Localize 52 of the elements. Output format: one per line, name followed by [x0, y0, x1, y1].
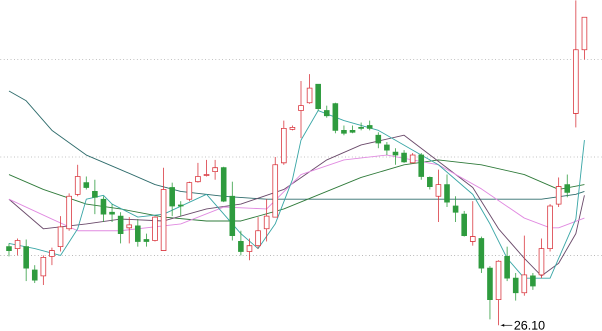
candlestick: [504, 246, 510, 282]
candlestick: [212, 160, 218, 180]
candlestick: [195, 162, 201, 184]
candlestick: [392, 148, 398, 166]
candlestick: [238, 230, 244, 256]
candlestick: [49, 247, 55, 266]
candlestick: [470, 200, 476, 246]
candlestick: [135, 218, 141, 248]
candlestick: [6, 243, 12, 257]
candlestick: [358, 122, 364, 131]
candlestick: [152, 216, 158, 242]
candlestick: [461, 210, 467, 237]
candlestick: [58, 216, 64, 252]
candlestick: [401, 150, 407, 164]
candlestick: [564, 174, 570, 198]
candlestick: [410, 152, 416, 164]
candlestick: [522, 235, 528, 296]
candlestick: [92, 179, 98, 215]
candlestick: [100, 196, 106, 222]
candlestick: [83, 176, 90, 190]
candlestick: [144, 233, 150, 248]
candlestick: [74, 164, 80, 197]
candlestick: [169, 182, 175, 217]
candlestick: [324, 105, 330, 118]
annotation: 26.10: [514, 320, 545, 330]
candlestick: [427, 176, 433, 190]
candlestick: [452, 196, 458, 222]
candlestick: [341, 125, 347, 136]
candlestick: [255, 216, 261, 249]
candlestick: [126, 216, 132, 244]
candlestick: [384, 142, 390, 156]
candlestick: [204, 160, 210, 177]
candlestick: [512, 272, 519, 301]
candlestick: [436, 169, 442, 222]
candlestick: [109, 204, 115, 222]
candlestick: [14, 238, 20, 256]
candlestick: [23, 239, 29, 282]
candlestick: [264, 198, 270, 242]
candlestick: [444, 174, 450, 208]
candlestick: [186, 181, 192, 202]
candlestick: [376, 132, 382, 149]
candlestick: [118, 212, 124, 244]
candlestick: [246, 238, 252, 261]
candlestick: [366, 120, 373, 131]
candlestick: [556, 177, 562, 208]
candlestick: [530, 272, 536, 290]
candlestick: [32, 264, 38, 284]
candlestick: [298, 80, 304, 139]
candlestick: [418, 152, 424, 180]
candlestick: [178, 200, 184, 217]
candlestick: [40, 255, 46, 286]
candlestick: [306, 74, 312, 104]
